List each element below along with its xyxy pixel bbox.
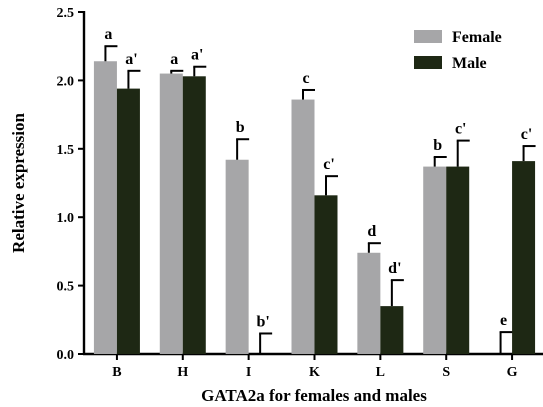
legend-swatch-female bbox=[414, 30, 442, 43]
x-tick-label: L bbox=[376, 365, 385, 380]
significance-label: b bbox=[236, 119, 245, 136]
bar-male bbox=[314, 195, 338, 354]
bar-male bbox=[446, 166, 470, 354]
legend-label-male: Male bbox=[452, 55, 487, 72]
x-axis-title: GATA2a for females and males bbox=[201, 386, 427, 405]
x-tick-label: K bbox=[309, 365, 320, 380]
significance-label: b' bbox=[256, 313, 269, 330]
bar-female bbox=[291, 99, 315, 354]
x-tick-label: H bbox=[177, 365, 188, 380]
y-tick-label: 0.5 bbox=[57, 280, 75, 295]
bar-female bbox=[159, 73, 183, 354]
significance-label: e bbox=[500, 312, 507, 329]
significance-label: c' bbox=[455, 121, 467, 138]
significance-label: c' bbox=[323, 156, 335, 173]
y-axis-title: Relative expression bbox=[9, 112, 28, 252]
x-tick-label: I bbox=[246, 365, 251, 380]
x-tick-label: G bbox=[507, 365, 518, 380]
y-tick-label: 0.0 bbox=[57, 348, 75, 363]
y-tick-label: 1.5 bbox=[57, 143, 75, 158]
bar-female bbox=[225, 159, 249, 354]
y-tick-label: 2.0 bbox=[57, 74, 75, 89]
legend-label-female: Female bbox=[452, 29, 502, 46]
significance-label: d bbox=[367, 223, 376, 240]
x-tick-label: B bbox=[112, 365, 121, 380]
legend-swatch-male bbox=[414, 56, 442, 69]
significance-label: a' bbox=[191, 47, 203, 64]
significance-label: a bbox=[170, 51, 178, 68]
bar-female bbox=[357, 252, 381, 354]
bar-male bbox=[182, 76, 206, 355]
significance-label: a' bbox=[125, 51, 137, 68]
bar-male bbox=[512, 161, 536, 354]
significance-label: c' bbox=[521, 126, 533, 143]
x-tick-label: S bbox=[442, 365, 450, 380]
y-tick-label: 2.5 bbox=[57, 6, 75, 21]
bar-male bbox=[380, 306, 404, 354]
significance-label: a bbox=[104, 26, 112, 43]
bar-female bbox=[93, 61, 117, 355]
significance-label: d' bbox=[388, 260, 401, 277]
bar-female bbox=[423, 166, 447, 354]
y-tick-label: 1.0 bbox=[57, 211, 75, 226]
significance-label: b bbox=[433, 137, 442, 154]
bar-male bbox=[116, 88, 140, 354]
significance-label: c bbox=[302, 70, 309, 87]
